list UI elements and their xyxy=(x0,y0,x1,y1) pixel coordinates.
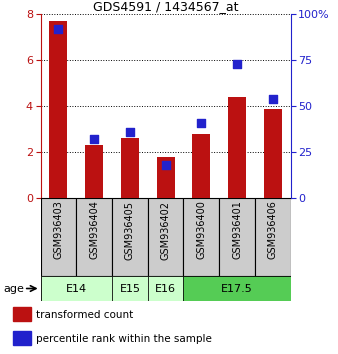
Bar xyxy=(76,198,112,276)
Text: GSM936402: GSM936402 xyxy=(161,201,171,259)
Text: percentile rank within the sample: percentile rank within the sample xyxy=(36,334,212,344)
Text: GSM936404: GSM936404 xyxy=(89,201,99,259)
Point xyxy=(234,61,240,67)
Text: E16: E16 xyxy=(155,284,176,293)
Text: E14: E14 xyxy=(66,284,87,293)
Bar xyxy=(112,276,148,301)
Bar xyxy=(148,198,184,276)
Point xyxy=(270,96,275,102)
Bar xyxy=(264,109,282,198)
Text: transformed count: transformed count xyxy=(36,310,133,320)
Point xyxy=(56,26,61,32)
Bar xyxy=(157,157,174,198)
Bar xyxy=(41,276,112,301)
Point xyxy=(199,120,204,126)
Bar xyxy=(13,331,31,345)
Bar xyxy=(255,198,291,276)
Title: GDS4591 / 1434567_at: GDS4591 / 1434567_at xyxy=(93,0,238,13)
Point xyxy=(92,137,97,142)
Bar xyxy=(85,145,103,198)
Text: GSM936401: GSM936401 xyxy=(232,201,242,259)
Point xyxy=(127,129,132,135)
Bar xyxy=(184,276,291,301)
Bar xyxy=(228,97,246,198)
Text: GSM936403: GSM936403 xyxy=(53,201,64,259)
Bar xyxy=(121,138,139,198)
Bar xyxy=(192,134,210,198)
Bar xyxy=(219,198,255,276)
Text: GSM936400: GSM936400 xyxy=(196,201,207,259)
Text: E15: E15 xyxy=(119,284,140,293)
Text: GSM936405: GSM936405 xyxy=(125,201,135,259)
Bar xyxy=(13,307,31,321)
Text: age: age xyxy=(3,284,24,293)
Point xyxy=(163,162,168,168)
Bar xyxy=(112,198,148,276)
Bar xyxy=(49,21,67,198)
Bar xyxy=(184,198,219,276)
Text: GSM936406: GSM936406 xyxy=(268,201,278,259)
Text: E17.5: E17.5 xyxy=(221,284,253,293)
Bar xyxy=(148,276,184,301)
Bar xyxy=(41,198,76,276)
